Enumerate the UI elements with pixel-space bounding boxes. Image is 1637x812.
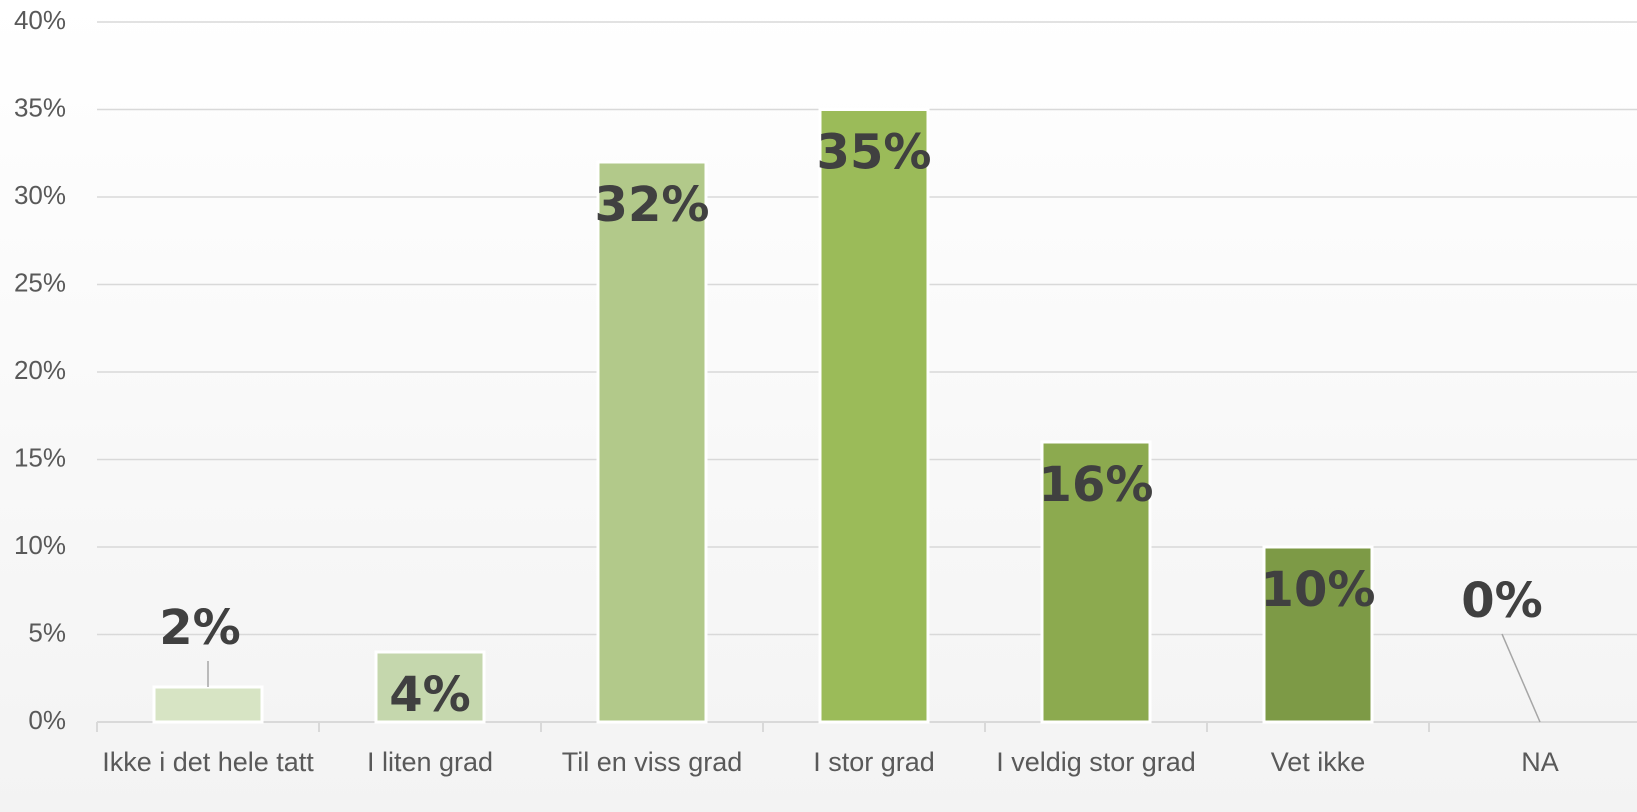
y-tick-label: 15% xyxy=(14,442,66,472)
value-label: 2% xyxy=(159,600,241,656)
y-tick-label: 25% xyxy=(14,267,66,297)
y-tick-label: 0% xyxy=(28,705,66,735)
leader-line xyxy=(1501,633,1541,723)
y-tick-label: 10% xyxy=(14,530,66,560)
y-tick-label: 20% xyxy=(14,355,66,385)
x-tick-label: I stor grad xyxy=(813,747,935,777)
x-tick-label: Vet ikke xyxy=(1271,747,1366,777)
bar xyxy=(596,160,708,724)
x-tick-label: Ikke i det hele tatt xyxy=(102,747,314,777)
value-label: 0% xyxy=(1461,573,1543,629)
bar xyxy=(374,650,486,724)
y-tick-label: 30% xyxy=(14,180,66,210)
value-label: 10% xyxy=(1261,562,1376,618)
x-tick-label: NA xyxy=(1521,747,1559,777)
value-label: 4% xyxy=(389,667,471,723)
x-tick-label: Til en viss grad xyxy=(562,747,743,777)
value-label: 32% xyxy=(595,177,710,233)
value-label: 16% xyxy=(1039,457,1154,513)
x-tick-label: I veldig stor grad xyxy=(996,747,1196,777)
y-tick-label: 5% xyxy=(28,617,66,647)
x-tick-label: I liten grad xyxy=(367,747,493,777)
value-label: 35% xyxy=(817,125,932,181)
y-tick-label: 35% xyxy=(14,92,66,122)
bar xyxy=(1262,545,1374,724)
y-tick-label: 40% xyxy=(14,5,66,35)
bar xyxy=(1040,440,1152,724)
bar xyxy=(152,685,264,724)
bar xyxy=(818,108,930,724)
